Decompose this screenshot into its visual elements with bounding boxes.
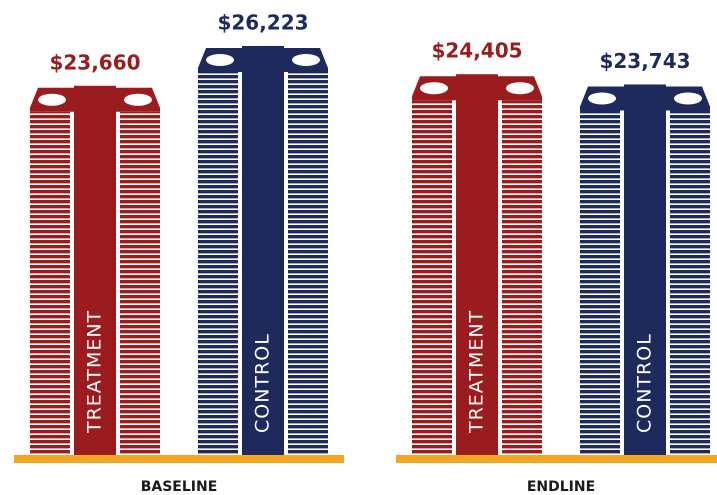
bar	[456, 74, 498, 456]
cap-curl	[292, 54, 320, 66]
category-label: ENDLINE	[527, 479, 595, 495]
stack-stripes	[580, 110, 620, 456]
value-label: $24,405	[431, 39, 522, 63]
money-stack: TREATMENT	[30, 85, 160, 456]
stack-stripes	[670, 110, 710, 456]
bar	[624, 84, 666, 456]
bar	[74, 85, 116, 456]
cap-curl	[420, 82, 448, 95]
stack-stripes	[288, 72, 328, 455]
money-stack: TREATMENT	[412, 74, 542, 456]
stack-stripes	[30, 111, 70, 456]
stack-stripes	[120, 111, 160, 456]
cap-curl	[674, 92, 702, 105]
money-stack: CONTROL	[580, 84, 710, 456]
series-label: TREATMENT	[466, 310, 488, 434]
cap-curl	[506, 82, 534, 95]
cap-curl	[588, 92, 616, 105]
stack-stripes	[198, 72, 238, 455]
category-label: BASELINE	[141, 479, 218, 495]
cap-curl	[124, 93, 152, 106]
stack-stripes	[412, 100, 452, 456]
value-label: $23,660	[49, 50, 140, 74]
money-stack: CONTROL	[198, 46, 328, 455]
series-label: TREATMENT	[84, 310, 106, 434]
cap-curl	[206, 54, 234, 66]
ground	[14, 455, 344, 463]
value-label: $26,223	[217, 11, 308, 35]
series-label: CONTROL	[252, 333, 274, 433]
cap-curl	[38, 93, 66, 106]
stack-stripes	[502, 100, 542, 456]
value-label: $23,743	[599, 49, 690, 73]
series-label: CONTROL	[634, 333, 656, 433]
bar	[242, 46, 284, 455]
ground	[396, 455, 717, 463]
